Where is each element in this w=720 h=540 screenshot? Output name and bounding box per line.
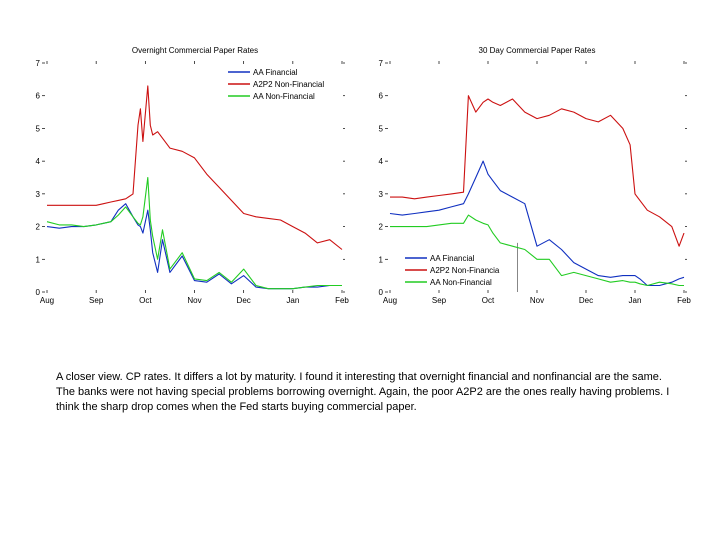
y-tick-label: 3: [36, 190, 41, 199]
legend-label: A2P2 Non-Financial: [253, 80, 324, 89]
chart-30day-cp-rates: 30 Day Commercial Paper Rates 0 1 2 3 4 5 6 7 Au…: [379, 46, 692, 305]
y-tick-label: 3: [379, 190, 384, 199]
chart-title: 30 Day Commercial Paper Rates: [479, 46, 596, 55]
series-line-aa-financial: [46, 203, 342, 290]
legend-label: AA Non-Financial: [430, 278, 492, 287]
x-tick-label: Oct: [482, 296, 495, 305]
y-tick-label: 0: [36, 288, 41, 297]
x-tick-label: Nov: [187, 296, 201, 305]
y-tick-label: 6: [36, 92, 41, 101]
series-line-a2p2-non-financia: [390, 95, 685, 247]
legend-label: AA Financial: [430, 254, 475, 263]
y-tick-label: 5: [36, 124, 41, 133]
series-line-aa-financial: [389, 160, 685, 287]
x-tick-label: Jan: [286, 296, 299, 305]
y-tick-label: 4: [379, 157, 384, 166]
y-tick-label: 7: [379, 59, 384, 68]
x-tick-label: Dec: [579, 296, 593, 305]
chart-overnight-cp-rates: Overnight Commercial Paper Rates 0 1 2 3 4 5 6…: [36, 46, 350, 305]
y-tick-label: 2: [36, 223, 41, 232]
series-line-a2p2-non-financial: [47, 85, 343, 250]
x-tick-label: Aug: [40, 296, 54, 305]
x-tick-label: Dec: [237, 296, 251, 305]
y-tick-label: 6: [379, 92, 384, 101]
y-tick-label: 1: [36, 255, 41, 264]
legend-label: AA Non-Financial: [253, 92, 315, 101]
x-tick-label: Feb: [335, 296, 349, 305]
legend-label: A2P2 Non-Financia: [430, 266, 500, 275]
y-tick-label: 1: [379, 255, 384, 264]
x-tick-label: Nov: [530, 296, 544, 305]
chart-title: Overnight Commercial Paper Rates: [132, 46, 258, 55]
legend-label: AA Financial: [253, 68, 298, 77]
x-tick-label: Oct: [139, 296, 152, 305]
series-line-aa-non-financial: [46, 176, 342, 290]
x-tick-label: Feb: [677, 296, 691, 305]
x-tick-label: Sep: [89, 296, 104, 305]
series-line-aa-non-financial: [390, 214, 684, 287]
x-tick-label: Aug: [383, 296, 397, 305]
y-tick-label: 7: [36, 59, 41, 68]
y-tick-label: 5: [379, 124, 384, 133]
x-tick-label: Sep: [432, 296, 447, 305]
x-tick-label: Jan: [629, 296, 642, 305]
y-tick-label: 4: [36, 157, 41, 166]
slide-caption: A closer view. CP rates. It differs a lo…: [56, 371, 670, 413]
y-tick-label: 2: [379, 223, 384, 232]
y-tick-label: 0: [379, 288, 384, 297]
